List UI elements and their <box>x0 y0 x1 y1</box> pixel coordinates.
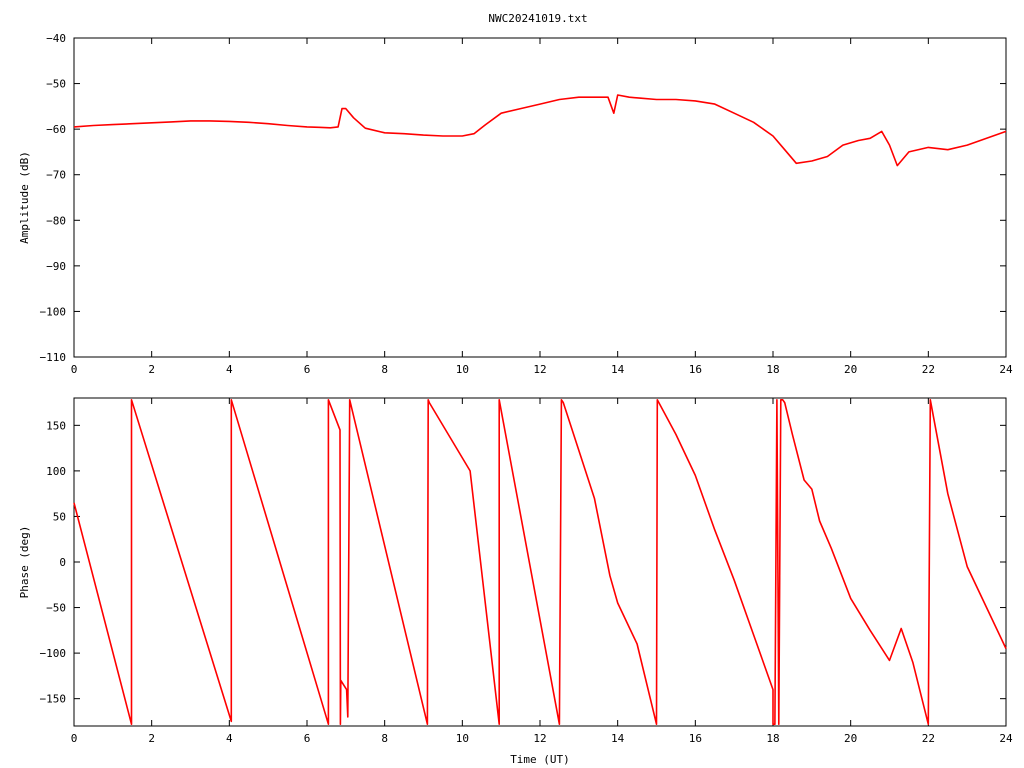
phase-x-tick-label: 16 <box>689 732 702 745</box>
amplitude-x-tick-label: 8 <box>381 363 388 376</box>
amplitude-y-tick-label: −80 <box>46 214 66 227</box>
phase-y-tick-label: −100 <box>40 647 67 660</box>
amplitude-x-tick-label: 20 <box>844 363 857 376</box>
amplitude-series-line <box>73 94 1007 167</box>
phase-series-line <box>73 399 1007 725</box>
amplitude-x-tick-label: 2 <box>148 363 155 376</box>
chart-title: NWC20241019.txt <box>488 12 587 25</box>
phase-y-axis-label: Phase (deg) <box>18 526 31 599</box>
phase-y-tick-label: 50 <box>53 510 66 523</box>
phase-y-tick-label: 150 <box>46 419 66 432</box>
phase-y-tick-label: 100 <box>46 465 66 478</box>
amplitude-x-tick-label: 12 <box>533 363 546 376</box>
amplitude-x-tick-label: 4 <box>226 363 233 376</box>
amplitude-x-tick-label: 0 <box>71 363 78 376</box>
phase-x-axis-label: Time (UT) <box>510 753 570 766</box>
phase-x-tick-label: 12 <box>533 732 546 745</box>
phase-x-tick-label: 8 <box>381 732 388 745</box>
amplitude-x-tick-label: 16 <box>689 363 702 376</box>
phase-x-tick-label: 22 <box>922 732 935 745</box>
phase-y-tick-label: −150 <box>40 693 67 706</box>
amplitude-x-tick-label: 10 <box>456 363 469 376</box>
amplitude-x-tick-label: 22 <box>922 363 935 376</box>
amplitude-y-tick-label: −60 <box>46 123 66 136</box>
phase-x-tick-label: 2 <box>148 732 155 745</box>
amplitude-panel: 0 2 4 6 8 10 12 14 16 18 20 22 24−110−100−90−80−70−6… <box>18 32 1013 376</box>
amplitude-x-tick-label: 18 <box>766 363 779 376</box>
amplitude-y-tick-label: −100 <box>40 305 67 318</box>
phase-y-tick-label: −50 <box>46 602 66 615</box>
amplitude-y-axis-label: Amplitude (dB) <box>18 151 31 244</box>
phase-axis-ticks: 0 2 4 6 8 10 12 14 16 18 20 22 24−150−100−5005010015… <box>40 398 1013 745</box>
phase-x-tick-label: 0 <box>71 732 78 745</box>
amplitude-x-tick-label: 24 <box>999 363 1013 376</box>
phase-panel: 0 2 4 6 8 10 12 14 16 18 20 22 24−150−100−5005010015… <box>18 397 1013 766</box>
phase-x-tick-label: 4 <box>226 732 233 745</box>
amplitude-y-tick-label: −50 <box>46 78 66 91</box>
amplitude-y-tick-label: −40 <box>46 32 66 45</box>
amplitude-y-tick-label: −70 <box>46 169 66 182</box>
amplitude-x-tick-label: 6 <box>304 363 311 376</box>
phase-y-tick-label: 0 <box>59 556 66 569</box>
phase-x-tick-label: 24 <box>999 732 1013 745</box>
amplitude-y-tick-label: −90 <box>46 260 66 273</box>
amplitude-y-tick-label: −110 <box>40 351 67 364</box>
phase-x-tick-label: 6 <box>304 732 311 745</box>
phase-x-tick-label: 10 <box>456 732 469 745</box>
amplitude-x-tick-label: 14 <box>611 363 625 376</box>
amplitude-axis-ticks: 0 2 4 6 8 10 12 14 16 18 20 22 24−110−100−90−80−70−6… <box>40 32 1013 376</box>
phase-x-tick-label: 18 <box>766 732 779 745</box>
phase-x-tick-label: 14 <box>611 732 625 745</box>
phase-x-tick-label: 20 <box>844 732 857 745</box>
